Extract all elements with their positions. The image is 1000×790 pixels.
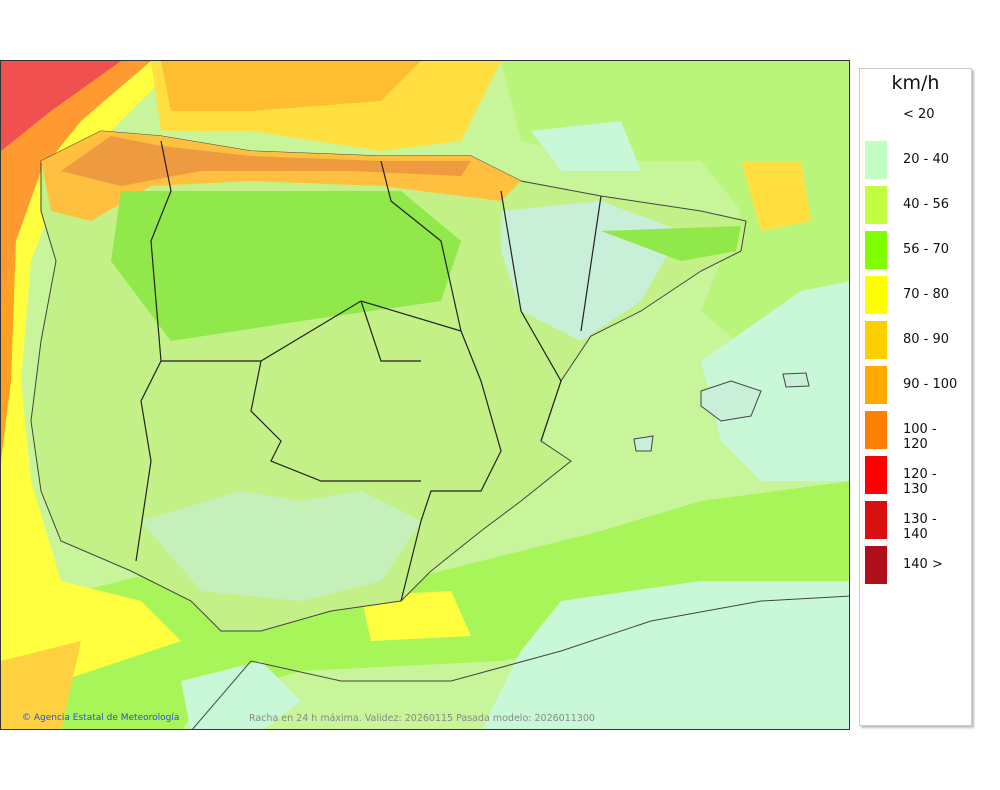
map-caption: Racha en 24 h máxima. Validez: 20260115 … [249,713,595,724]
legend: km/h < 20 20 - 40 40 - 56 56 - 70 70 - 80 80 … [859,68,972,726]
legend-item: 70 - 80 [865,276,965,314]
legend-label: 56 - 70 [903,242,950,257]
legend-item: 40 - 56 [865,186,965,224]
legend-item: 100 - 120 [865,411,965,452]
legend-swatch [865,186,887,224]
legend-swatch [865,276,887,314]
legend-item: 80 - 90 [865,321,965,359]
legend-label: 20 - 40 [903,152,950,167]
copyright-credit: © Agencia Estatal de Meteorología [22,713,180,723]
legend-swatch [865,366,887,404]
legend-item: 120 - 130 [865,456,965,497]
legend-label: 130 - 140 [903,512,937,542]
legend-swatch [865,546,887,584]
legend-item: 140 > [865,546,965,584]
legend-swatch [865,141,887,179]
legend-item: 90 - 100 [865,366,965,404]
legend-swatch [865,411,887,449]
legend-swatch [865,96,887,134]
legend-label: 120 - 130 [903,467,937,497]
legend-label: 90 - 100 [903,377,958,392]
legend-swatch [865,231,887,269]
wind-gust-map[interactable]: AEmet Agencia Estatal de Meteorología [0,60,850,730]
map-graphic [1,61,849,729]
legend-swatch [865,321,887,359]
legend-item: 130 - 140 [865,501,965,542]
legend-item: 20 - 40 [865,141,965,179]
legend-swatch [865,456,887,494]
legend-label: < 20 [903,107,935,122]
legend-label: 70 - 80 [903,287,950,302]
legend-label: 40 - 56 [903,197,950,212]
legend-swatch [865,501,887,539]
legend-label: 140 > [903,557,943,572]
legend-label: 80 - 90 [903,332,950,347]
legend-unit: km/h [891,72,940,94]
legend-item: < 20 [865,96,965,134]
legend-label: 100 - 120 [903,422,937,452]
legend-item: 56 - 70 [865,231,965,269]
